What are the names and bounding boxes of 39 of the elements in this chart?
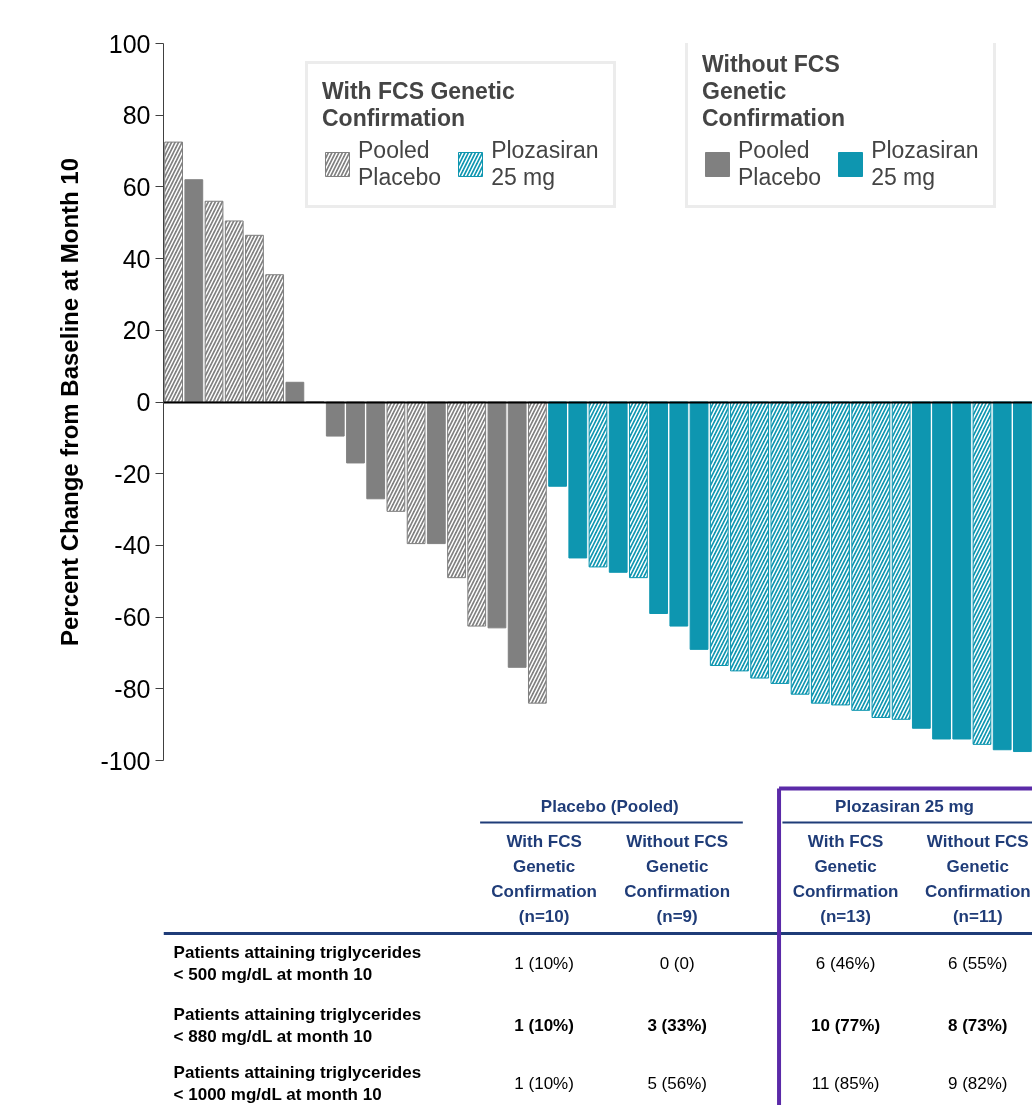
text: Patients attaining triglycerides < 500 mg/dL at month 10 <box>173 943 422 984</box>
text: 1 (10%) <box>514 1016 574 1035</box>
text: 0 (0) <box>659 954 695 973</box>
text: Patients attaining triglycerides < 880 mg/dL at month 10 <box>173 1005 422 1046</box>
text: 8 (73%) <box>948 1016 1008 1035</box>
y-tick-label: -100 <box>100 746 151 775</box>
text: 6 (55%) <box>948 954 1008 973</box>
legend-label: Pooled Placebo <box>738 137 822 191</box>
text: 6 (46%) <box>815 954 876 973</box>
text: With FCS Genetic Confirmation (n=10) <box>491 832 598 926</box>
legend-label: Plozasiran 25 mg <box>871 137 979 191</box>
text: 1 (10%) <box>514 1074 574 1093</box>
y-tick-label: -40 <box>114 531 151 560</box>
text: Plozasiran 25 mg <box>835 797 974 816</box>
text: 1 (10%) <box>514 954 574 973</box>
annotation: Without FCS Genetic Confirmation <box>702 51 847 132</box>
text: 9 (82%) <box>948 1074 1008 1093</box>
legend-label: Plozasiran 25 mg <box>491 137 599 191</box>
text: Placebo (Pooled) <box>540 797 679 816</box>
y-tick-label: -80 <box>114 674 151 703</box>
y-tick-label: -60 <box>114 603 151 632</box>
y-tick-label: 80 <box>122 101 151 130</box>
text: Without FCS Genetic Confirmation (n=11) <box>924 832 1031 926</box>
text: 11 (85%) <box>811 1074 880 1093</box>
y-tick-label: 20 <box>122 316 151 345</box>
text: Patients attaining triglycerides < 1000 mg/dL at month 10 <box>173 1063 422 1104</box>
y-tick-label: 60 <box>122 172 151 201</box>
text: 10 (77%) <box>811 1016 881 1035</box>
text: 3 (33%) <box>647 1016 707 1035</box>
text: Without FCS Genetic Confirmation (n=9) <box>624 832 731 926</box>
y-tick-label: 0 <box>136 388 151 416</box>
legend-label: Pooled Placebo <box>358 137 442 191</box>
y-tick-label: -20 <box>114 459 151 488</box>
annotation: With FCS Genetic Confirmation <box>322 78 516 132</box>
y-axis-title: Percent Change from Baseline at Month 10 <box>56 157 84 647</box>
text: 5 (56%) <box>647 1074 707 1093</box>
y-tick-label: 100 <box>108 29 151 58</box>
y-tick-label: 40 <box>122 244 151 273</box>
text: With FCS Genetic Confirmation (n=13) <box>792 832 899 926</box>
